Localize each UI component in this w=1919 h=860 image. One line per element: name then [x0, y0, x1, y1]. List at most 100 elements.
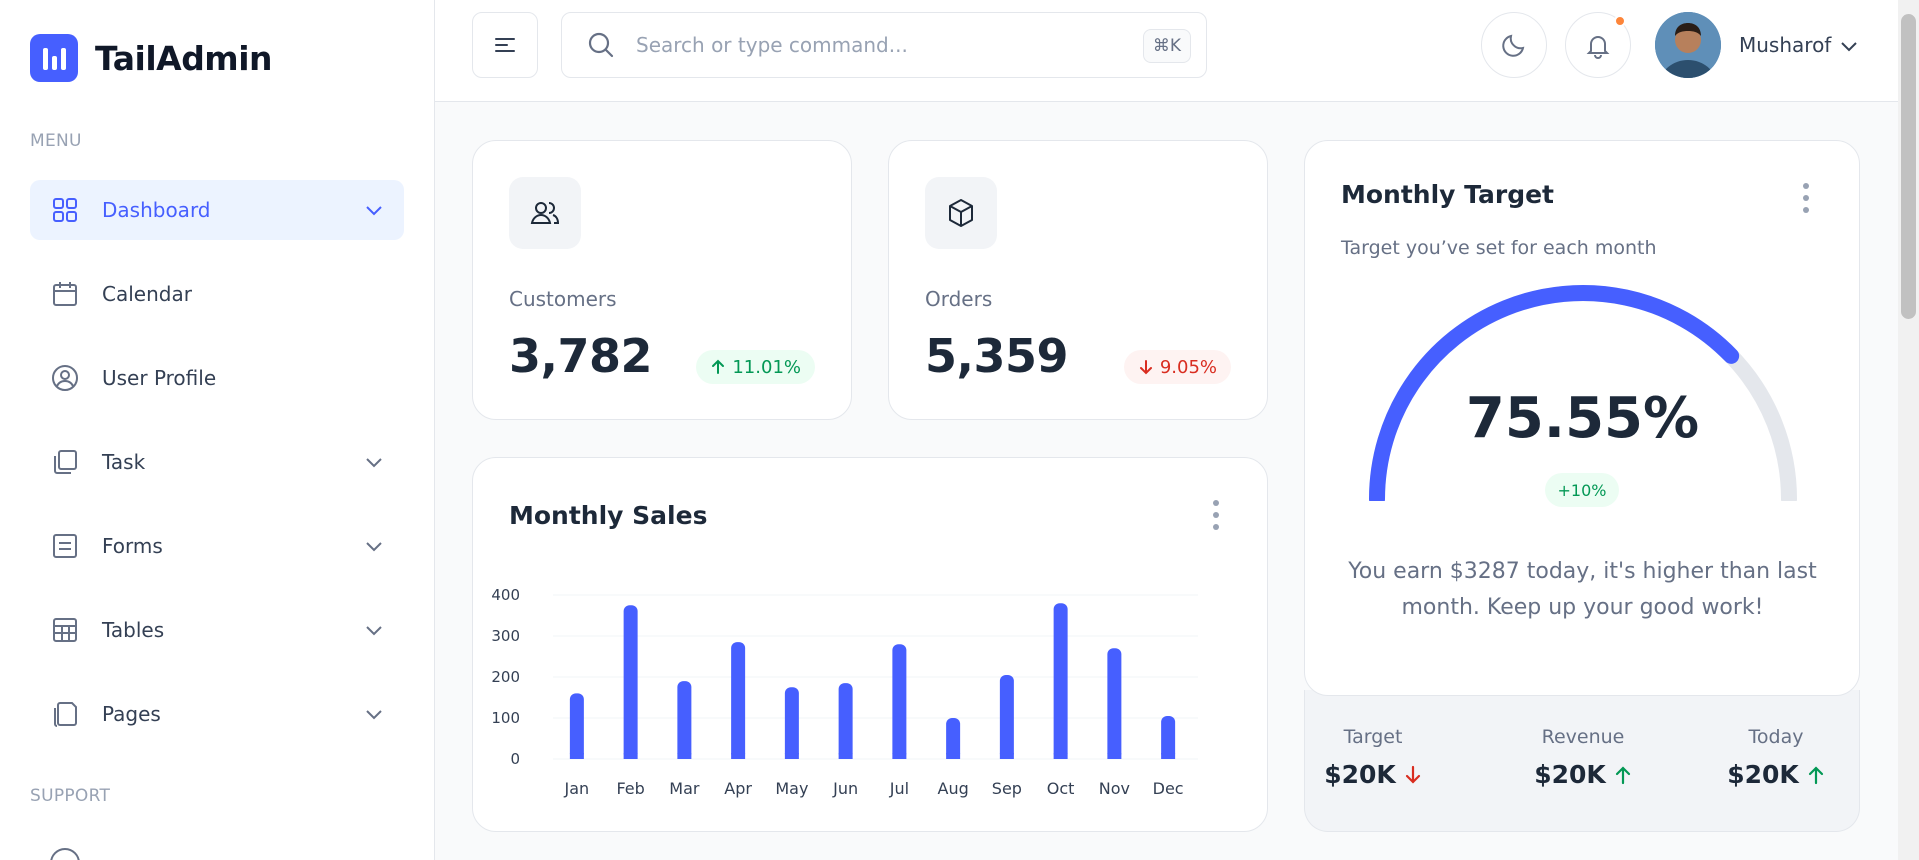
customers-card: Customers 3,782 11.01% [472, 140, 852, 420]
y-tick-label: 0 [510, 750, 520, 768]
search-input[interactable]: Search or type command... ⌘K [561, 12, 1207, 78]
target-stats-footer: Target $20K Revenue $20K Today $20K [1304, 690, 1860, 832]
y-tick-label: 200 [491, 668, 520, 686]
top-header: Search or type command... ⌘K Musharof [435, 0, 1898, 102]
bar-base [731, 753, 746, 759]
scrollbar-thumb[interactable] [1901, 14, 1916, 319]
more-options-icon[interactable] [1211, 500, 1221, 530]
sidebar-item-label: Task [102, 450, 146, 474]
x-tick-label: Jun [832, 779, 858, 798]
task-icon [50, 447, 80, 477]
arrow-up-icon [1615, 765, 1630, 784]
orders-card: Orders 5,359 9.05% [888, 140, 1268, 420]
stat-value: $20K [1534, 760, 1606, 789]
form-icon [50, 531, 80, 561]
chevron-down-icon[interactable] [1837, 34, 1861, 58]
sidebar-item-pages[interactable]: Pages [30, 684, 404, 744]
sidebar-item-calendar[interactable]: Calendar [30, 264, 404, 324]
monthly-sales-card: Monthly Sales 0 100 200 300 400 Jan Feb Mar Apr M… [472, 457, 1268, 832]
sidebar-item-label: Tables [102, 618, 165, 642]
pages-icon [50, 699, 80, 729]
theme-toggle-button[interactable] [1481, 12, 1547, 78]
gauge-percent: 75.55% [1465, 386, 1700, 451]
stat-label: Target [1343, 726, 1403, 748]
bar-base [784, 753, 799, 759]
bar-base [946, 753, 961, 759]
bar-oct[interactable] [1053, 603, 1068, 759]
bar-feb[interactable] [623, 605, 638, 759]
x-tick-label: May [775, 779, 808, 798]
card-title: Monthly Sales [509, 501, 708, 530]
monthly-sales-chart: 0 100 200 300 400 Jan Feb Mar Apr May Jun Jul Aug Sep… [491, 586, 1198, 798]
gauge-progress [1369, 285, 1740, 501]
sidebar-toggle-button[interactable] [472, 12, 538, 78]
search-placeholder: Search or type command... [636, 33, 908, 57]
metric-label: Orders [925, 287, 993, 311]
notifications-button[interactable] [1565, 12, 1631, 78]
bar-nov[interactable] [1107, 648, 1122, 759]
more-options-icon[interactable] [1801, 183, 1811, 213]
chevron-up-icon [366, 206, 382, 216]
x-tick-label: Nov [1099, 779, 1130, 798]
bar-jul[interactable] [892, 644, 907, 759]
sidebar-item-forms[interactable]: Forms [30, 516, 404, 576]
bar-base [999, 753, 1014, 759]
change-value: 9.05% [1159, 356, 1217, 378]
avatar[interactable] [1655, 12, 1721, 78]
change-badge: 9.05% [1123, 350, 1231, 384]
monthly-target-card: Monthly Target Target you’ve set for eac… [1304, 140, 1860, 696]
sidebar: TailAdmin MENU Dashboard Calendar User P… [0, 0, 435, 860]
scrollbar[interactable] [1898, 0, 1919, 860]
sidebar-item-tables[interactable]: Tables [30, 600, 404, 660]
bar-may[interactable] [784, 687, 799, 759]
arrow-down-icon [1405, 765, 1420, 784]
x-tick-label: Jan [564, 779, 590, 798]
change-badge: 11.01% [696, 350, 815, 384]
x-tick-label: Oct [1047, 779, 1075, 798]
sidebar-item-label: Forms [102, 534, 163, 558]
y-tick-label: 400 [491, 586, 520, 604]
bar-base [838, 753, 853, 759]
search-shortcut-badge: ⌘K [1142, 29, 1191, 63]
users-icon [509, 177, 581, 249]
chevron-down-icon [366, 626, 382, 636]
bar-aug[interactable] [946, 718, 961, 759]
box-icon [925, 177, 997, 249]
chevron-down-icon [366, 458, 382, 468]
sidebar-item-user-profile[interactable]: User Profile [30, 348, 404, 408]
change-value: 11.01% [732, 356, 801, 378]
sidebar-item-chat-partial[interactable] [50, 848, 80, 860]
today-stat: Today $20K [1706, 726, 1846, 789]
sidebar-item-task[interactable]: Task [30, 432, 404, 492]
metric-value: 3,782 [509, 329, 653, 383]
stat-value-row: $20K [1706, 760, 1846, 789]
metric-label: Customers [509, 287, 617, 311]
bar-jun[interactable] [838, 683, 853, 759]
bar-jan[interactable] [569, 693, 584, 759]
logo[interactable]: TailAdmin [30, 34, 273, 82]
y-tick-label: 100 [491, 709, 520, 727]
stat-label: Revenue [1541, 726, 1625, 748]
moon-icon [1502, 34, 1525, 57]
chevron-down-icon [366, 542, 382, 552]
sidebar-item-label: Pages [102, 702, 161, 726]
x-tick-label: Jul [889, 779, 909, 798]
bar-base [892, 753, 907, 759]
bar-mar[interactable] [677, 681, 692, 759]
avatar-image [1655, 12, 1721, 78]
bar-base [1053, 753, 1068, 759]
target-stat: Target $20K [1303, 726, 1443, 789]
bar-dec[interactable] [1161, 715, 1176, 759]
stat-value-row: $20K [1303, 760, 1443, 789]
bar-base [569, 753, 584, 759]
sidebar-item-dashboard[interactable]: Dashboard [30, 180, 404, 240]
card-title: Monthly Target [1341, 180, 1555, 209]
x-tick-label: Aug [938, 779, 969, 798]
bar-sep[interactable] [999, 674, 1014, 759]
stat-value-row: $20K [1513, 760, 1653, 789]
stat-value: $20K [1727, 760, 1799, 789]
bar-apr[interactable] [731, 642, 746, 759]
card-subtitle: Target you’ve set for each month [1341, 237, 1657, 259]
user-name[interactable]: Musharof [1739, 33, 1832, 57]
grid-icon [50, 195, 80, 225]
